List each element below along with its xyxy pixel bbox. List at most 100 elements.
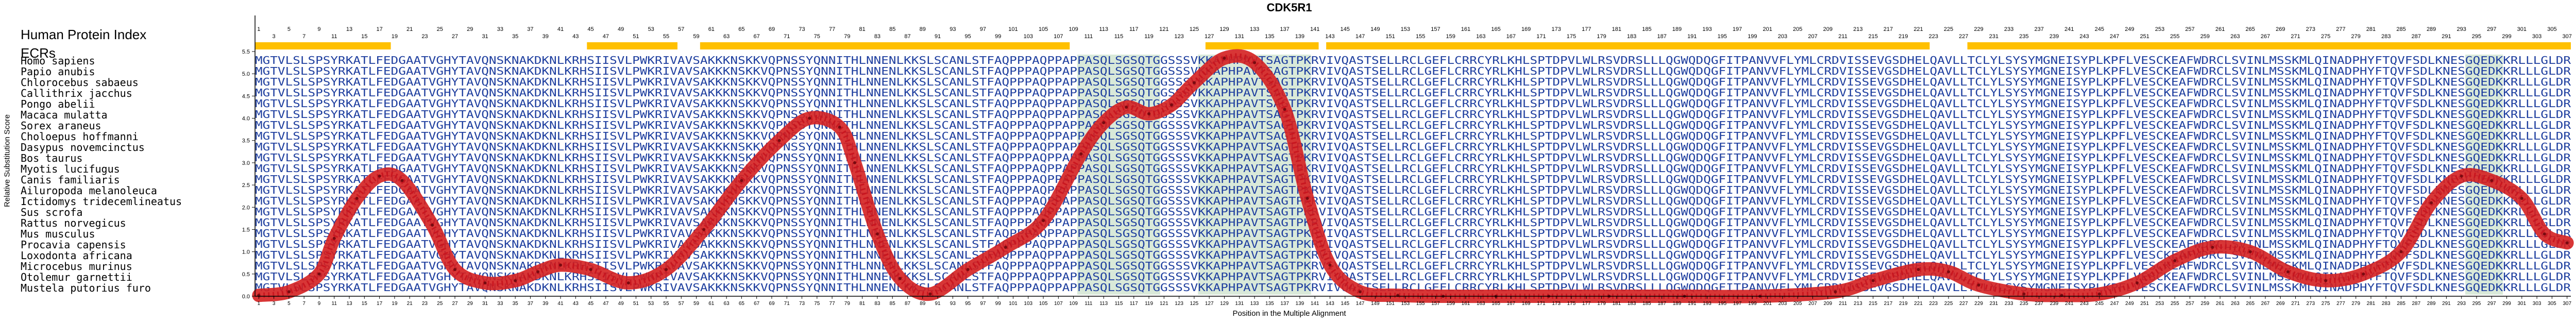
ecr-bar bbox=[1326, 42, 1930, 49]
alignment-row: MGTVLSLSPSYRKATLFEDGAATVGHYTAVQNSKNAKDKN… bbox=[255, 195, 2571, 207]
data-point bbox=[287, 290, 291, 294]
x-tick-label: 241 bbox=[2065, 301, 2074, 307]
x-tick-label: 31 bbox=[482, 301, 488, 307]
data-point bbox=[1223, 56, 1226, 60]
hpi-tick-label: 247 bbox=[2110, 33, 2119, 40]
hpi-tick-label: 303 bbox=[2532, 33, 2541, 40]
species-name: Mustela putorius furo bbox=[21, 282, 151, 294]
hpi-tick-label: 3 bbox=[273, 33, 276, 40]
hpi-tick-label: 233 bbox=[2004, 26, 2013, 32]
alignment-rows: MGTVLSLSPSYRKATLFEDGAATVGHYTAVQNSKNAKDKN… bbox=[255, 54, 2571, 294]
hpi-tick-label: 289 bbox=[2427, 26, 2436, 32]
data-point bbox=[1253, 61, 1257, 64]
species-name: Mus musculus bbox=[21, 228, 95, 240]
x-tick-label: 77 bbox=[829, 301, 836, 307]
x-tick-label: 111 bbox=[1084, 301, 1093, 307]
alignment-row: MGTVLSLSPSYRKATLFEDGAATVGHYTAVQNSKNAKDKN… bbox=[255, 238, 2571, 250]
x-tick-label: 273 bbox=[2307, 301, 2315, 307]
x-tick-label: 57 bbox=[679, 301, 685, 307]
data-point bbox=[431, 223, 434, 227]
hpi-tick-label: 125 bbox=[1190, 26, 1199, 32]
x-tick-label: 19 bbox=[392, 301, 398, 307]
x-tick-label: 269 bbox=[2276, 301, 2285, 307]
x-tick-label: 205 bbox=[1793, 301, 1802, 307]
x-tick-label: 245 bbox=[2095, 301, 2104, 307]
x-tick-label: 221 bbox=[1914, 301, 1923, 307]
hpi-tick-label: 263 bbox=[2230, 33, 2240, 40]
hpi-tick-label: 237 bbox=[2035, 26, 2044, 32]
alignment-row: MGTVLSLSPSYRKATLFEDGAATVGHYTAVQNSKNAKDKN… bbox=[255, 227, 2571, 240]
hpi-tick-label: 253 bbox=[2155, 26, 2164, 32]
hpi-tick-label: 159 bbox=[1446, 33, 1455, 40]
x-tick-label: 213 bbox=[1854, 301, 1862, 307]
data-point bbox=[2211, 246, 2214, 249]
species-name: Bos taurus bbox=[21, 152, 83, 164]
x-tick-label: 231 bbox=[1990, 301, 1998, 307]
x-tick-label: 101 bbox=[1009, 301, 1018, 307]
data-point bbox=[1359, 290, 1362, 294]
x-tick-label: 173 bbox=[1552, 301, 1561, 307]
x-tick-label: 159 bbox=[1446, 301, 1455, 307]
x-tick-label: 247 bbox=[2110, 301, 2119, 307]
x-tick-label: 91 bbox=[935, 301, 941, 307]
x-tick-label: 183 bbox=[1628, 301, 1636, 307]
x-tick-label: 47 bbox=[603, 301, 609, 307]
hpi-tick-label: 135 bbox=[1265, 33, 1274, 40]
ecr-label: ECRs bbox=[21, 45, 56, 61]
hpi-tick-label: 277 bbox=[2336, 26, 2345, 32]
x-tick-label: 267 bbox=[2261, 301, 2270, 307]
x-tick-label: 81 bbox=[859, 301, 866, 307]
species-name: Ailuropoda melanoleuca bbox=[21, 184, 157, 197]
alignment-row: MGTVLSLSPSYRKATLFEDGAATVGHYTAVQNSKNAKDKN… bbox=[255, 141, 2571, 153]
data-point bbox=[1283, 108, 1286, 111]
x-tick-label: 113 bbox=[1099, 301, 1108, 307]
x-tick-label: 49 bbox=[618, 301, 624, 307]
x-tick-label: 295 bbox=[2472, 301, 2481, 307]
x-tick-label: 107 bbox=[1054, 301, 1063, 307]
data-point bbox=[2097, 292, 2101, 296]
hpi-tick-label: 245 bbox=[2095, 26, 2104, 32]
x-tick-label: 291 bbox=[2442, 301, 2451, 307]
hpi-tick-label: 211 bbox=[1838, 33, 1848, 40]
hpi-tick-label: 239 bbox=[2049, 33, 2059, 40]
data-point bbox=[2136, 281, 2139, 285]
species-name: Sorex araneus bbox=[21, 120, 101, 132]
x-tick-label: 65 bbox=[739, 301, 745, 307]
hpi-tick-label: 163 bbox=[1476, 33, 1485, 40]
x-tick-label: 15 bbox=[362, 301, 368, 307]
x-tick-label: 249 bbox=[2125, 301, 2134, 307]
hpi-tick-label: 1 bbox=[257, 26, 260, 32]
x-tick-label: 283 bbox=[2382, 301, 2391, 307]
species-name: Dasypus novemcinctus bbox=[21, 141, 145, 154]
x-tick-label: 109 bbox=[1069, 301, 1078, 307]
hpi-tick-label: 235 bbox=[2019, 33, 2028, 40]
hpi-tick-label: 175 bbox=[1567, 33, 1576, 40]
x-tick-label: 133 bbox=[1250, 301, 1259, 307]
hpi-tick-label: 101 bbox=[1008, 26, 1018, 32]
x-tick-label: 45 bbox=[588, 301, 594, 307]
data-point bbox=[2460, 174, 2463, 178]
x-tick-label: 97 bbox=[980, 301, 986, 307]
hpi-tick-label: 213 bbox=[1853, 26, 1862, 32]
hpi-tick-label: 27 bbox=[452, 33, 458, 40]
hpi-tick-label: 129 bbox=[1219, 26, 1229, 32]
data-point bbox=[2399, 250, 2403, 253]
data-point bbox=[966, 268, 970, 272]
x-tick-label: 27 bbox=[452, 301, 458, 307]
x-tick-label: 203 bbox=[1778, 301, 1787, 307]
hpi-tick-label: 273 bbox=[2306, 26, 2315, 32]
hpi-tick-label: 153 bbox=[1401, 26, 1410, 32]
ecr-bar bbox=[255, 42, 391, 49]
y-tick-label: 3.5 bbox=[242, 138, 250, 144]
hpi-tick-label: 83 bbox=[874, 33, 880, 40]
x-tick-label: 119 bbox=[1145, 301, 1153, 307]
data-point bbox=[1306, 197, 1309, 200]
hpi-tick-label: 227 bbox=[1959, 33, 1968, 40]
x-tick-label: 59 bbox=[693, 301, 700, 307]
hpi-tick-label: 53 bbox=[648, 26, 654, 32]
x-tick-label: 239 bbox=[2050, 301, 2059, 307]
x-tick-label: 263 bbox=[2231, 301, 2240, 307]
y-tick-label: 1.0 bbox=[242, 249, 250, 256]
x-tick-label: 207 bbox=[1808, 301, 1817, 307]
x-tick-label: 219 bbox=[1899, 301, 1908, 307]
